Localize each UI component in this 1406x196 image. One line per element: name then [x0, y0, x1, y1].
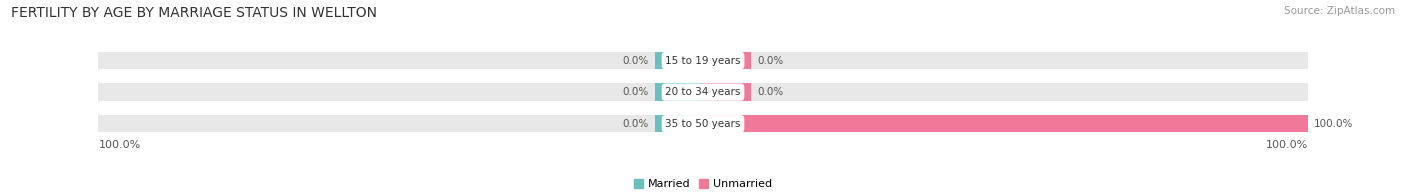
Bar: [703, 115, 1308, 132]
Bar: [98, 52, 1308, 69]
Text: 0.0%: 0.0%: [623, 55, 648, 65]
Legend: Married, Unmarried: Married, Unmarried: [634, 179, 772, 190]
Bar: [655, 115, 703, 132]
Text: 0.0%: 0.0%: [758, 87, 783, 97]
Bar: [655, 83, 703, 101]
Bar: [703, 83, 751, 101]
Text: 100.0%: 100.0%: [98, 140, 141, 150]
Text: 100.0%: 100.0%: [1265, 140, 1308, 150]
Text: 0.0%: 0.0%: [623, 119, 648, 129]
Bar: [98, 115, 1308, 132]
Text: FERTILITY BY AGE BY MARRIAGE STATUS IN WELLTON: FERTILITY BY AGE BY MARRIAGE STATUS IN W…: [11, 6, 377, 20]
Text: 20 to 34 years: 20 to 34 years: [665, 87, 741, 97]
Bar: [98, 83, 1308, 101]
Text: 35 to 50 years: 35 to 50 years: [665, 119, 741, 129]
Text: 15 to 19 years: 15 to 19 years: [665, 55, 741, 65]
Bar: [655, 52, 703, 69]
Text: 0.0%: 0.0%: [758, 55, 783, 65]
Text: Source: ZipAtlas.com: Source: ZipAtlas.com: [1284, 6, 1395, 16]
Text: 100.0%: 100.0%: [1313, 119, 1353, 129]
Text: 0.0%: 0.0%: [623, 87, 648, 97]
Bar: [703, 52, 751, 69]
